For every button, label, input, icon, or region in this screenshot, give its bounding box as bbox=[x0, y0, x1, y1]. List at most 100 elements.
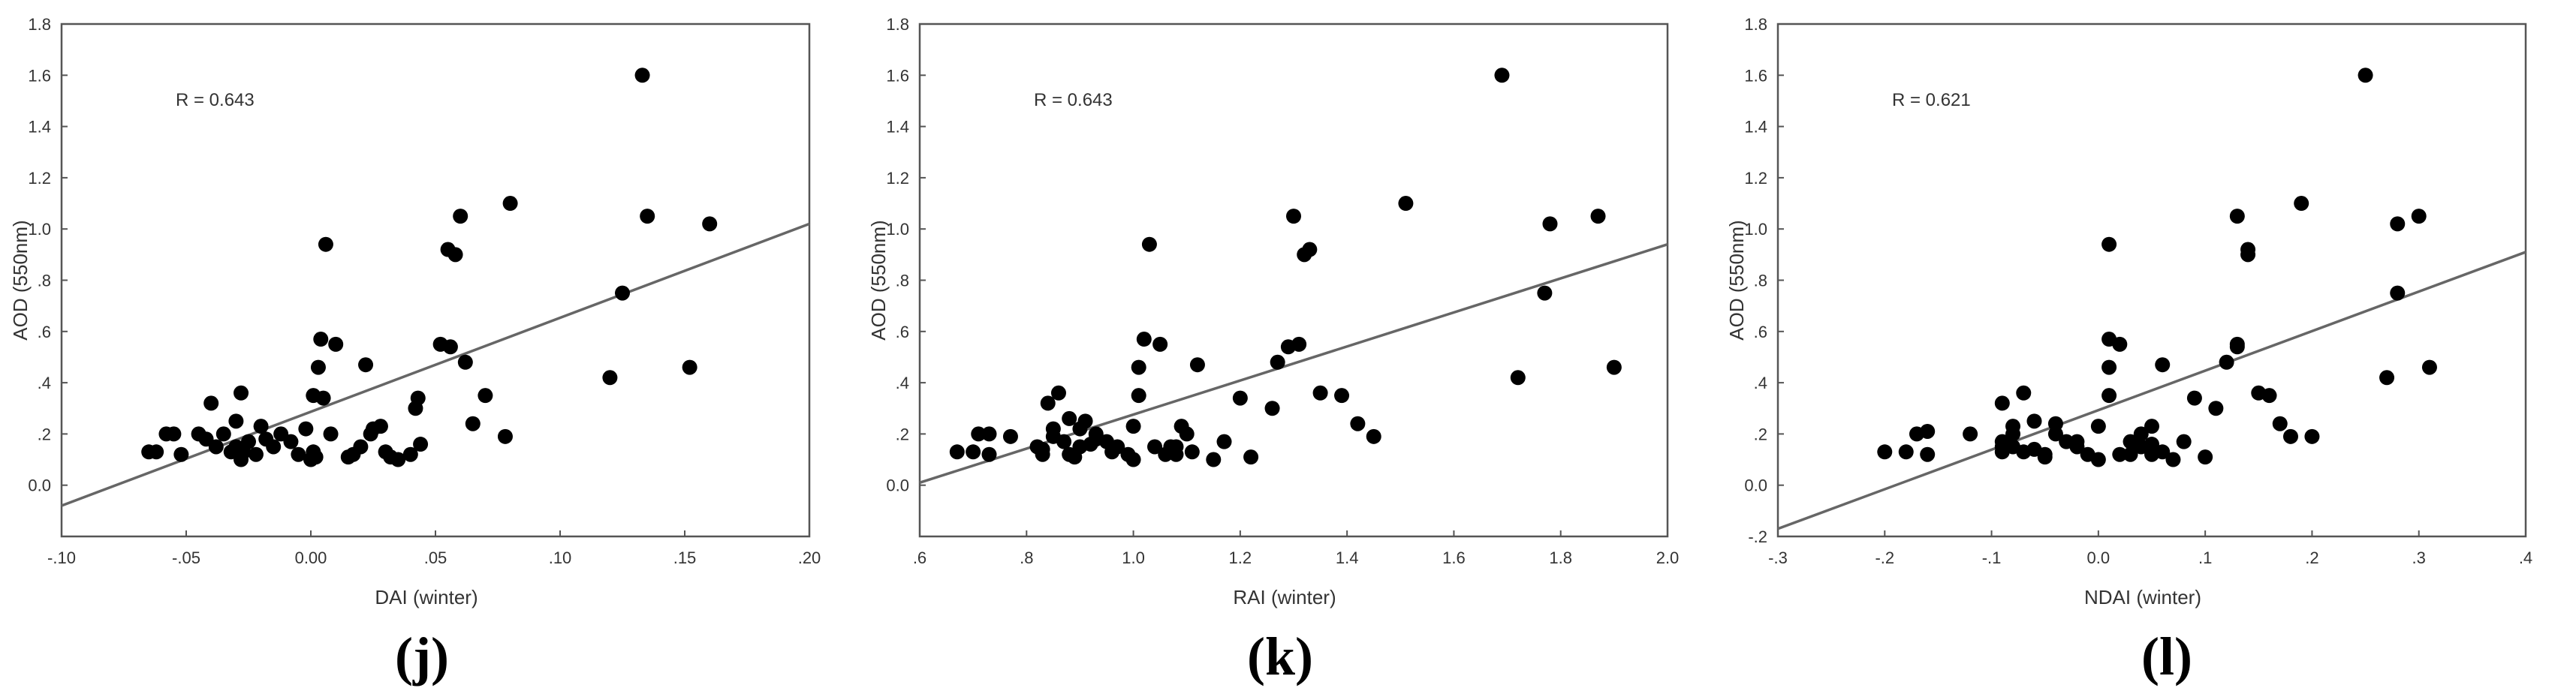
data-point bbox=[298, 421, 314, 437]
data-point bbox=[615, 285, 630, 301]
data-point bbox=[2112, 336, 2128, 352]
y-tick-label: 1.4 bbox=[886, 118, 909, 137]
data-point bbox=[363, 426, 378, 442]
x-tick-label: 0.00 bbox=[295, 548, 327, 567]
data-point bbox=[1040, 395, 1056, 411]
y-tick-label: 1.2 bbox=[1744, 169, 1767, 188]
y-tick-label: .6 bbox=[38, 323, 51, 341]
x-tick-label: -.2 bbox=[1875, 548, 1894, 567]
y-tick-label: 1.8 bbox=[28, 15, 51, 34]
scatter-plot-svg: 0.0 .2 .4 .6 .8 1.0 1.2 1.4 1.6 1.8 .6 .8 1.0 1.2 1.4 1… bbox=[867, 15, 1679, 608]
data-point bbox=[465, 416, 481, 431]
y-tick-label: 1.4 bbox=[1744, 118, 1767, 137]
data-point bbox=[1216, 434, 1232, 449]
data-point bbox=[640, 209, 655, 224]
y-tick-label: .6 bbox=[1754, 323, 1767, 341]
data-point bbox=[1147, 439, 1163, 455]
data-point bbox=[1312, 385, 1328, 401]
x-tick-label: .05 bbox=[424, 548, 447, 567]
data-point bbox=[1291, 336, 1307, 352]
data-point bbox=[291, 446, 306, 462]
x-tick-label: -.05 bbox=[172, 548, 200, 567]
data-point bbox=[306, 444, 321, 460]
data-point bbox=[1920, 423, 1936, 439]
data-point bbox=[497, 428, 513, 444]
y-tick-label: 1.6 bbox=[28, 66, 51, 85]
x-tick-label: -.10 bbox=[47, 548, 76, 567]
data-point bbox=[1050, 385, 1066, 401]
data-point bbox=[313, 332, 329, 347]
data-point bbox=[1077, 413, 1093, 429]
data-point bbox=[233, 385, 249, 401]
data-point bbox=[2026, 441, 2042, 457]
x-axis-title: RAI (winter) bbox=[1233, 586, 1336, 608]
data-point bbox=[634, 68, 650, 83]
data-point bbox=[1189, 357, 1205, 373]
x-tick-label: 1.8 bbox=[1549, 548, 1572, 567]
data-point bbox=[2165, 452, 2181, 467]
scatter-plot-svg: -.20.0.2.4.6.81.01.21.41.61.8-.3 -.2 -.1 0.… bbox=[1725, 15, 2532, 608]
data-point bbox=[413, 437, 429, 452]
data-point bbox=[1035, 441, 1050, 457]
x-axis-title: DAI (winter) bbox=[375, 586, 478, 608]
data-point bbox=[1002, 428, 1018, 444]
y-tick-label: 1.0 bbox=[886, 220, 909, 239]
y-tick-label: .2 bbox=[38, 425, 51, 443]
data-point bbox=[2101, 359, 2117, 375]
data-point bbox=[447, 247, 463, 263]
regression-line bbox=[1777, 251, 2526, 530]
data-point bbox=[2261, 388, 2277, 404]
data-point bbox=[981, 426, 997, 442]
plot-frame bbox=[60, 23, 811, 538]
data-point bbox=[149, 444, 164, 460]
scatter-panel-1: 0.0 .2 .4 .6 .8 1.0 1.2 1.4 1.6 1.8 -.10 -.05 0.00 .0… bbox=[0, 0, 858, 694]
data-point bbox=[1184, 444, 1200, 460]
data-point bbox=[1131, 359, 1146, 375]
data-point bbox=[1152, 336, 1168, 352]
y-tick-label: .4 bbox=[1754, 374, 1767, 392]
data-point bbox=[2304, 428, 2320, 444]
y-tick-label: 0.0 bbox=[28, 476, 51, 495]
data-point bbox=[502, 196, 518, 212]
correlation-label: R = 0.643 bbox=[1034, 90, 1113, 110]
data-point bbox=[2282, 428, 2298, 444]
data-point bbox=[2101, 388, 2117, 404]
y-tick-label: 1.8 bbox=[886, 15, 909, 34]
data-point bbox=[1264, 401, 1280, 416]
data-point bbox=[203, 395, 219, 411]
data-point bbox=[248, 446, 264, 462]
x-tick-label: 1.2 bbox=[1229, 548, 1252, 567]
data-point bbox=[2155, 357, 2171, 373]
y-tick-label: 1.0 bbox=[28, 220, 51, 239]
data-point bbox=[1877, 444, 1893, 460]
x-tick-label: 1.0 bbox=[1122, 548, 1145, 567]
y-tick-label: .4 bbox=[38, 374, 51, 392]
data-point bbox=[2047, 426, 2063, 442]
data-point bbox=[2229, 209, 2245, 224]
data-point bbox=[2272, 416, 2288, 431]
x-tick-label: .4 bbox=[2519, 548, 2532, 567]
data-point bbox=[2390, 216, 2406, 232]
data-point bbox=[310, 359, 326, 375]
x-tick-label: .20 bbox=[798, 548, 821, 567]
y-tick-label: .4 bbox=[896, 374, 909, 392]
data-point bbox=[266, 439, 282, 455]
x-tick-label: .6 bbox=[913, 548, 926, 567]
data-point bbox=[1494, 68, 1510, 83]
panel-label: (k) bbox=[1247, 626, 1313, 686]
data-point bbox=[241, 434, 256, 449]
data-point bbox=[358, 357, 374, 373]
scatter-panel-2: 0.0 .2 .4 .6 .8 1.0 1.2 1.4 1.6 1.8 .6 .8 1.0 1.2 1.4 1… bbox=[858, 0, 1716, 694]
data-point bbox=[323, 426, 339, 442]
data-point bbox=[2219, 354, 2234, 370]
y-axis-title: AOD (550nm) bbox=[867, 220, 890, 340]
data-point bbox=[2240, 242, 2256, 257]
data-point bbox=[1125, 419, 1141, 434]
data-point bbox=[1125, 452, 1141, 467]
data-point bbox=[402, 446, 418, 462]
data-point bbox=[1963, 426, 1978, 442]
data-point bbox=[2026, 413, 2042, 429]
y-axis-title: AOD (550nm) bbox=[9, 220, 32, 340]
data-point bbox=[2229, 336, 2245, 352]
data-point bbox=[602, 370, 618, 386]
